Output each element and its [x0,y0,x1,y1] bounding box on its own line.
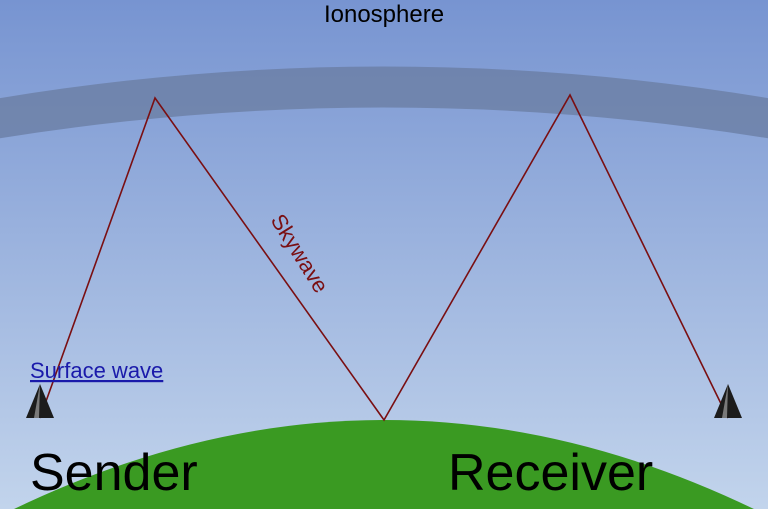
skywave-diagram: Ionosphere Skywave Surface wave Sender R… [0,0,768,509]
receiver-label: Receiver [448,444,653,502]
sender-label: Sender [30,444,198,502]
surface-wave-label: Surface wave [30,358,163,383]
ionosphere-label: Ionosphere [324,1,444,28]
